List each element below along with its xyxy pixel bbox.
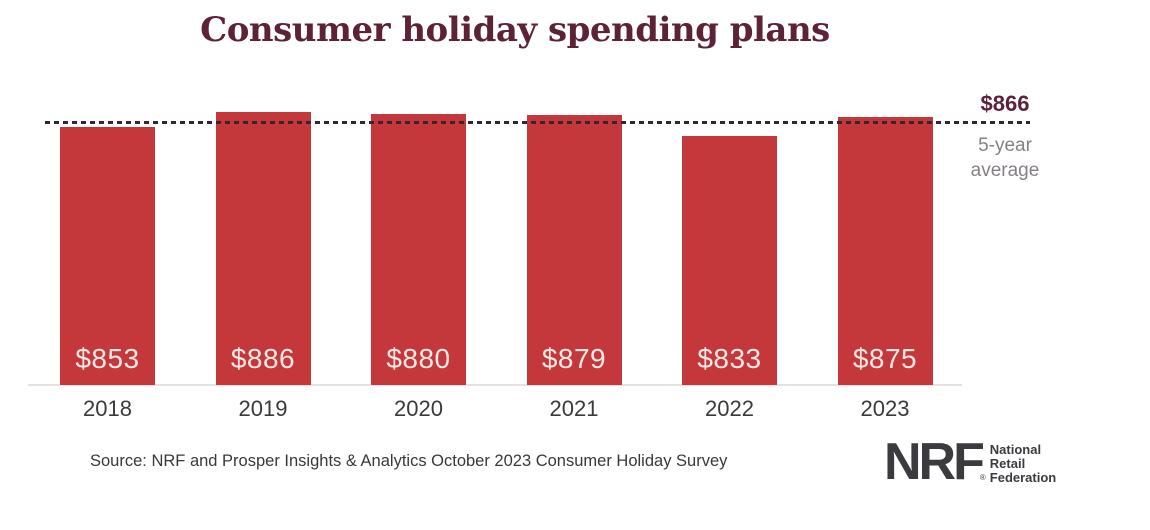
x-axis-label-2019: 2019: [238, 396, 288, 421]
nrf-logo-acronym: NRF: [884, 433, 985, 491]
x-axis-label-2021: 2021: [549, 396, 599, 421]
bar-2020: $880 2020: [371, 114, 466, 421]
average-value-label: $866: [980, 91, 1030, 116]
nrf-logo: NRF®National Retail Federation: [884, 436, 1056, 488]
nrf-logo-text: National Retail Federation: [989, 442, 1057, 485]
x-axis-label-2018: 2018: [83, 396, 132, 421]
bar-value-label: $833: [697, 343, 762, 374]
bar-value-label: $875: [852, 343, 918, 374]
x-axis-label-2022: 2022: [705, 396, 754, 421]
bar-2023: $875 2023: [837, 117, 933, 421]
bar-2021: $879 2021: [526, 115, 622, 421]
bar-2022: $833 2022: [682, 136, 777, 421]
bar-value-label: $886: [230, 343, 296, 374]
bar-chart: $853 2018 $886 2019 $880 2020 $879 2021 $833 2022…: [28, 0, 1040, 421]
x-axis-label-2023: 2023: [860, 396, 910, 421]
average-description-label: 5-year average: [970, 135, 1040, 182]
x-axis-baseline: [28, 384, 962, 386]
bars-container: $853 2018 $886 2019 $880 2020 $879 2021 $833 2022…: [60, 0, 933, 421]
bar-value-label: $880: [386, 343, 451, 374]
bar-2019: $886 2019: [215, 112, 311, 421]
average-dashed-line: [45, 121, 1030, 124]
bar-2018: $853 2018: [60, 127, 155, 421]
chart-title: Consumer holiday spending plans: [200, 10, 830, 50]
x-axis-label-2020: 2020: [394, 396, 443, 421]
bar-value-label: $879: [541, 343, 607, 374]
bar-value-label: $853: [75, 343, 140, 374]
source-caption: Source: NRF and Prosper Insights & Analy…: [90, 452, 728, 470]
registered-trademark-icon: ®: [979, 473, 986, 482]
